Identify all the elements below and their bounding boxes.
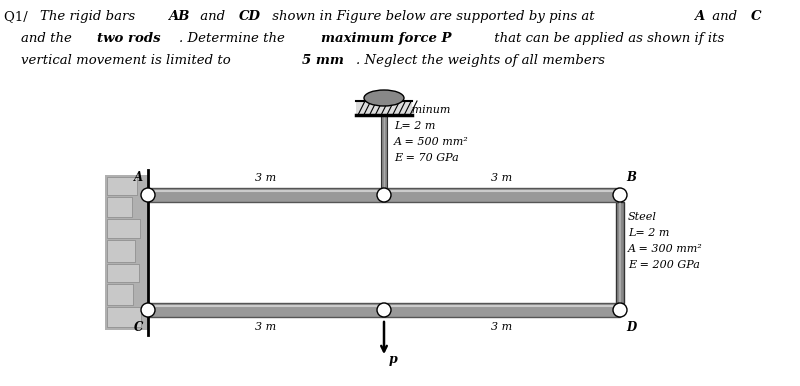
Bar <box>107 284 133 305</box>
Circle shape <box>377 188 391 202</box>
Text: that can be applied as shown if its: that can be applied as shown if its <box>490 32 724 45</box>
Text: The rigid bars: The rigid bars <box>40 10 139 23</box>
Text: A: A <box>134 171 143 184</box>
Text: two rods: two rods <box>97 32 161 45</box>
Bar <box>107 240 135 262</box>
Bar <box>107 197 132 217</box>
Text: vertical movement is limited to: vertical movement is limited to <box>4 54 235 67</box>
Bar <box>107 264 139 282</box>
Text: and the: and the <box>4 32 76 45</box>
Circle shape <box>613 188 627 202</box>
Bar <box>148 188 620 202</box>
Bar <box>381 115 387 188</box>
Text: . Neglect the weights of all members: . Neglect the weights of all members <box>356 54 605 67</box>
Text: . Determine the: . Determine the <box>179 32 290 45</box>
Text: 3 m: 3 m <box>491 322 513 332</box>
Text: 3 m: 3 m <box>255 173 277 183</box>
Text: Steel: Steel <box>628 212 657 222</box>
Text: B: B <box>626 171 636 184</box>
Text: A = 500 mm²: A = 500 mm² <box>394 137 469 147</box>
Text: C: C <box>134 321 143 334</box>
Text: L= 2 m: L= 2 m <box>628 228 670 238</box>
Text: and: and <box>708 10 741 23</box>
Text: AB: AB <box>168 10 190 23</box>
Text: 3 m: 3 m <box>491 173 513 183</box>
Bar <box>107 219 140 238</box>
Circle shape <box>141 303 155 317</box>
Text: E = 200 GPa: E = 200 GPa <box>628 260 700 270</box>
Text: p: p <box>389 353 398 366</box>
Text: L= 2 m: L= 2 m <box>394 121 435 131</box>
Text: 3 m: 3 m <box>255 322 277 332</box>
Text: Q1/: Q1/ <box>4 10 32 23</box>
Bar <box>148 303 620 317</box>
Text: E = 70 GPa: E = 70 GPa <box>394 153 458 163</box>
Bar <box>616 202 624 303</box>
Text: A: A <box>694 10 705 23</box>
Text: A = 300 mm²: A = 300 mm² <box>628 244 702 254</box>
Bar <box>105 175 148 330</box>
Bar <box>107 177 137 195</box>
Circle shape <box>377 303 391 317</box>
Circle shape <box>141 188 155 202</box>
Ellipse shape <box>364 90 404 106</box>
Bar <box>107 307 141 327</box>
Circle shape <box>613 303 627 317</box>
Text: 5 mm: 5 mm <box>302 54 344 67</box>
Text: C: C <box>750 10 762 23</box>
Text: maximum force P: maximum force P <box>322 32 452 45</box>
Text: and: and <box>196 10 230 23</box>
Text: Aluminum: Aluminum <box>394 105 451 115</box>
Text: shown in Figure below are supported by pins at: shown in Figure below are supported by p… <box>267 10 598 23</box>
Text: CD: CD <box>239 10 261 23</box>
Text: D: D <box>626 321 636 334</box>
